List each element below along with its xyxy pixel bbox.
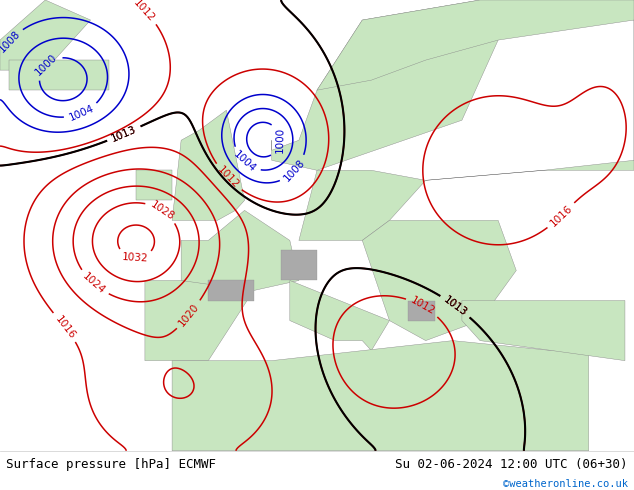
Text: 1013: 1013: [442, 294, 469, 318]
Polygon shape: [9, 60, 108, 90]
Polygon shape: [462, 300, 625, 361]
Polygon shape: [145, 261, 254, 361]
Text: 1028: 1028: [148, 199, 176, 222]
Polygon shape: [181, 210, 299, 291]
Text: 1012: 1012: [409, 295, 437, 317]
Polygon shape: [299, 171, 425, 241]
Text: 1013: 1013: [110, 124, 138, 144]
Polygon shape: [317, 0, 634, 180]
Text: 1024: 1024: [81, 271, 107, 296]
Text: Su 02-06-2024 12:00 UTC (06+30): Su 02-06-2024 12:00 UTC (06+30): [395, 458, 628, 471]
Text: 1008: 1008: [0, 29, 22, 55]
Text: ©weatheronline.co.uk: ©weatheronline.co.uk: [503, 479, 628, 489]
Polygon shape: [172, 110, 245, 220]
Text: 1000: 1000: [275, 127, 285, 153]
Polygon shape: [362, 220, 516, 341]
Text: 1016: 1016: [548, 203, 574, 228]
Polygon shape: [272, 0, 498, 171]
Polygon shape: [172, 341, 589, 451]
Text: 1000: 1000: [33, 52, 59, 77]
Text: 1013: 1013: [110, 124, 138, 144]
Text: 1016: 1016: [53, 314, 77, 341]
Text: 1020: 1020: [177, 301, 201, 328]
Polygon shape: [136, 171, 172, 200]
Text: 1004: 1004: [67, 103, 96, 123]
Polygon shape: [408, 300, 435, 320]
Text: 1032: 1032: [122, 252, 148, 264]
Text: 1008: 1008: [282, 157, 307, 183]
Text: 1013: 1013: [442, 294, 469, 318]
Polygon shape: [290, 280, 389, 351]
Text: 1004: 1004: [231, 149, 258, 174]
Text: 1012: 1012: [215, 165, 241, 191]
Text: 1012: 1012: [132, 0, 157, 24]
Polygon shape: [209, 280, 254, 300]
Text: Surface pressure [hPa] ECMWF: Surface pressure [hPa] ECMWF: [6, 458, 216, 471]
Polygon shape: [281, 250, 317, 280]
Polygon shape: [0, 0, 91, 70]
